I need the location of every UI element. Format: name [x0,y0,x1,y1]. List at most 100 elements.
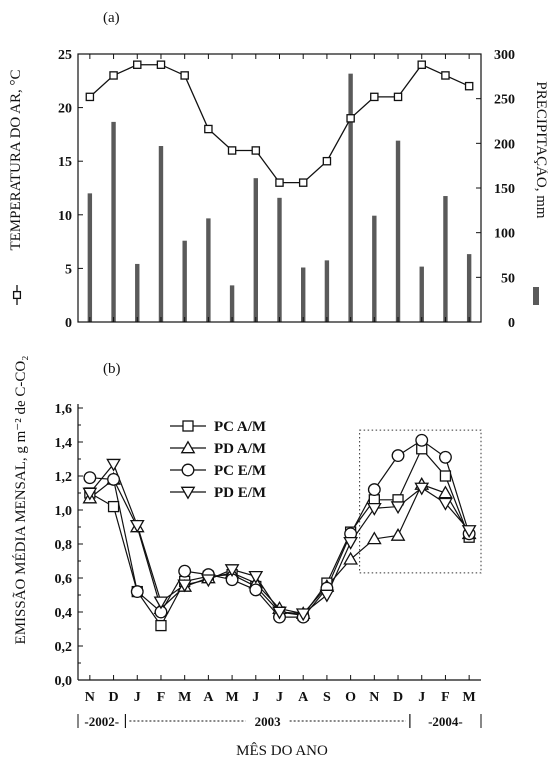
y-tick-label: 0,4 [55,606,73,621]
series-line [89,462,470,615]
temperature-point [227,146,237,155]
temperature-point [109,71,118,80]
right-y-tick-label: 300 [494,48,515,63]
precipitation-bar [87,193,93,322]
precipitation-bar [419,266,424,322]
series-point [107,472,121,486]
precipitation-bar [182,240,187,322]
series-point [201,574,216,588]
right-y-tick-label: 250 [494,93,515,108]
legend-marker [182,420,194,432]
precipitation-bar [443,196,448,322]
precipitation-legend-bar [533,287,539,305]
series-point [224,564,240,578]
panel-b-label: (b) [103,361,121,377]
series-point [461,525,477,538]
series-point [106,458,121,472]
panel-a-right-axis-label: PRECIPITAÇÃO, mm [533,81,548,218]
series-point [439,470,452,482]
legend-label: PC E/M [214,463,266,479]
legend-label: PC A/M [214,419,266,435]
x-tick-label: D [393,690,403,705]
series-point [130,585,144,599]
temperature-point [346,114,355,123]
series-point [366,531,382,545]
legend-marker [180,440,196,454]
x-tick-label: N [369,690,379,705]
precipitation-bar [466,254,472,322]
series-line [89,439,470,618]
left-y-tick-label: 10 [58,209,72,224]
y-tick-label: 0,8 [55,538,73,553]
precipitation-bar [253,178,258,322]
highlight-box [359,429,482,574]
temperature-point [85,92,95,102]
temperature-point [275,178,284,187]
precipitation-bar [206,218,211,322]
series-point [415,433,429,447]
series-point [295,608,311,622]
precipitation-bar [324,260,330,322]
series-point [129,519,145,533]
y-tick-label: 0,2 [55,640,73,655]
temperature-point [370,92,379,102]
series-point [155,619,167,632]
right-y-tick-label: 150 [494,182,515,197]
y-tick-label: 0,6 [55,572,73,587]
panel-b-y-axis-label: EMISSÃO MÉDIA MENSAL, g m⁻² de C-CO₂ [12,356,29,645]
series-point [391,449,405,463]
left-y-tick-label: 5 [65,262,72,277]
y-tick-label: 1,2 [55,470,73,485]
y-tick-label: 1,6 [55,402,73,417]
series-point [319,589,335,603]
temperature-line [89,63,470,184]
x-tick-label: J [252,690,259,705]
series-point [82,487,98,501]
temperature-point [156,60,166,69]
series-point [390,527,406,541]
x-tick-label: F [441,690,450,705]
right-y-tick-label: 0 [508,316,515,331]
series-point [272,606,287,620]
temperature-point [298,178,308,187]
precipitation-bar [395,140,401,322]
series-point [248,570,264,584]
panel-b-plot: 0,00,20,40,60,81,01,21,41,6N D J F M A M J J A S O N… [55,402,482,729]
period-label: -2004- [428,714,463,729]
precipitation-bar [111,121,116,322]
temperature-point [133,60,142,69]
temperature-point [322,156,332,166]
x-tick-label: S [323,690,331,705]
left-y-tick-label: 25 [58,48,72,63]
x-tick-label: M [178,690,191,705]
precipitation-bar [301,267,306,322]
temperature-point [393,92,403,102]
precipitation-bar [372,215,377,322]
y-tick-label: 0,0 [55,674,73,689]
x-tick-label: A [203,690,214,705]
period-label: -2002- [84,714,119,729]
precipitation-bar [229,285,235,322]
right-y-tick-label: 100 [494,227,515,242]
right-y-tick-label: 50 [501,271,515,286]
series-point [83,471,97,485]
series-line [89,478,470,615]
panel-a-left-axis-label: TEMPERATURA DO AR, °C [8,69,24,250]
x-tick-label: A [298,690,309,705]
x-tick-label: N [85,690,95,705]
panel-a-label: (a) [103,10,120,26]
legend-marker [180,486,196,500]
series-point [343,551,358,565]
temperature-point [251,146,261,155]
series-point [343,536,358,550]
left-y-tick-label: 20 [58,102,72,117]
series-point [390,501,406,515]
precipitation-bar [277,197,282,322]
x-tick-label: J [134,690,141,705]
precipitation-bar [135,263,140,322]
temperature-point [441,71,450,80]
temperature-point [204,124,213,134]
series-point [438,497,453,511]
